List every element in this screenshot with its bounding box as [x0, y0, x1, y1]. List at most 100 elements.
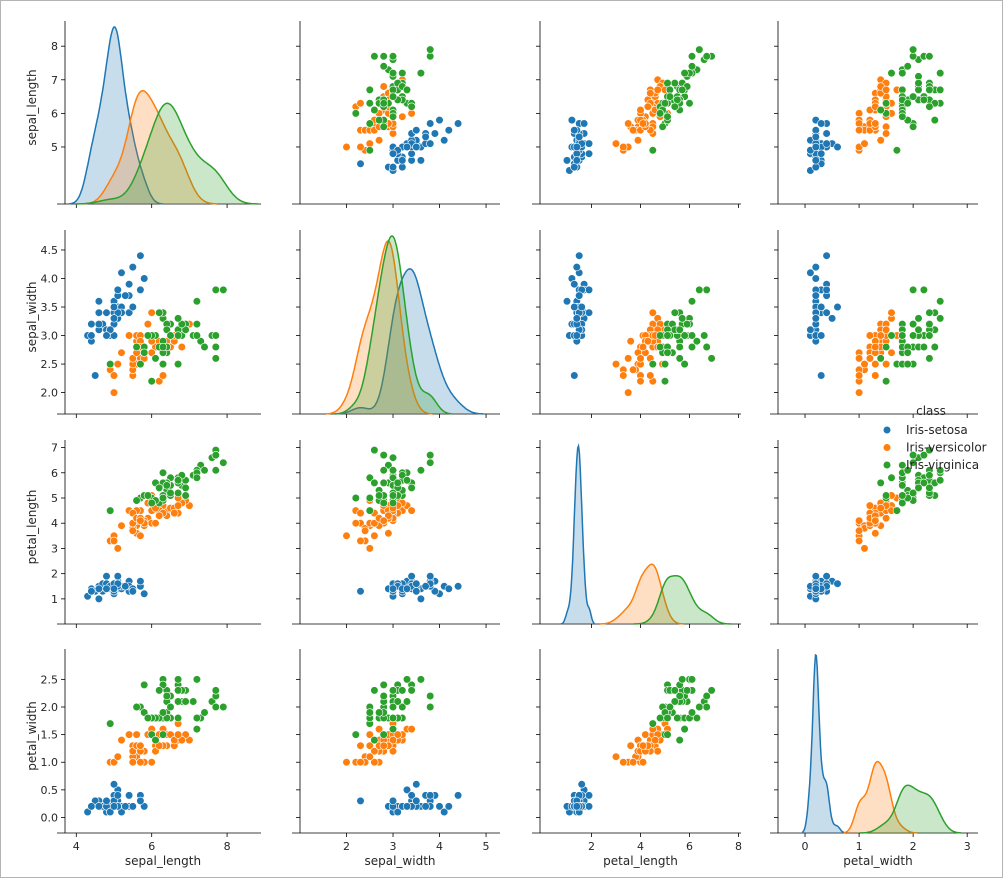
point-Iris-versicolor	[128, 758, 137, 767]
point-Iris-virginica	[370, 105, 379, 115]
point-Iris-versicolor	[619, 758, 628, 767]
point-Iris-virginica	[670, 686, 679, 695]
point-Iris-virginica	[136, 360, 145, 369]
point-Iris-virginica	[908, 320, 918, 329]
point-Iris-versicolor	[125, 730, 134, 739]
point-Iris-setosa	[817, 119, 826, 128]
point-Iris-virginica	[702, 342, 711, 352]
point-Iris-virginica	[177, 320, 186, 329]
kde-line-Iris-setosa	[801, 653, 846, 834]
point-Iris-versicolor	[147, 308, 156, 317]
point-Iris-versicolor	[356, 142, 365, 152]
y-axis-label: petal_width	[25, 701, 39, 770]
y-tick-label: 3	[51, 542, 58, 555]
point-Iris-setosa	[584, 308, 594, 317]
point-Iris-virginica	[375, 115, 384, 125]
point-Iris-versicolor	[646, 371, 655, 380]
point-Iris-setosa	[575, 251, 584, 260]
point-Iris-virginica	[702, 52, 711, 61]
point-Iris-virginica	[663, 348, 672, 357]
point-Iris-virginica	[685, 99, 694, 108]
point-Iris-virginica	[398, 702, 407, 712]
point-Iris-virginica	[416, 675, 426, 684]
point-Iris-setosa	[121, 291, 130, 300]
point-Iris-virginica	[147, 377, 156, 386]
point-Iris-virginica	[196, 337, 205, 346]
point-Iris-virginica	[680, 724, 689, 734]
point-Iris-virginica	[665, 92, 675, 101]
point-Iris-virginica	[930, 115, 939, 125]
point-Iris-versicolor	[158, 371, 168, 380]
point-Iris-virginica	[155, 483, 164, 493]
point-Iris-virginica	[379, 99, 388, 108]
point-Iris-virginica	[908, 458, 918, 467]
point-Iris-virginica	[678, 314, 687, 323]
point-Iris-virginica	[670, 78, 679, 88]
point-Iris-versicolor	[865, 331, 875, 340]
point-Iris-setosa	[117, 268, 126, 277]
point-Iris-setosa	[136, 251, 145, 260]
point-Iris-virginica	[407, 102, 416, 111]
point-Iris-virginica	[426, 451, 435, 460]
point-Iris-versicolor	[388, 747, 398, 756]
point-Iris-virginica	[365, 119, 374, 128]
point-Iris-setosa	[426, 572, 435, 581]
point-Iris-virginica	[660, 99, 670, 108]
y-tick-label: 0.0	[41, 811, 59, 824]
point-Iris-virginica	[687, 52, 697, 61]
point-Iris-versicolor	[170, 508, 179, 518]
point-Iris-versicolor	[365, 544, 374, 553]
point-Iris-setosa	[426, 119, 435, 128]
point-Iris-setosa	[117, 807, 126, 817]
point-Iris-virginica	[876, 478, 885, 488]
point-Iris-setosa	[140, 589, 149, 598]
point-Iris-setosa	[106, 325, 115, 334]
point-Iris-virginica	[407, 483, 416, 493]
point-Iris-virginica	[189, 697, 198, 706]
point-Iris-virginica	[914, 314, 923, 323]
point-Iris-virginica	[379, 62, 388, 71]
point-Iris-virginica	[914, 78, 923, 88]
point-Iris-versicolor	[342, 758, 351, 767]
point-Iris-versicolor	[384, 511, 393, 520]
point-Iris-virginica	[919, 95, 929, 104]
x-tick-label: 4	[73, 840, 80, 853]
point-Iris-virginica	[365, 146, 374, 155]
kde-fill-Iris-versicolor	[843, 761, 918, 833]
point-Iris-virginica	[132, 496, 141, 505]
point-Iris-versicolor	[155, 511, 164, 520]
point-Iris-setosa	[822, 129, 831, 138]
point-Iris-virginica	[162, 481, 171, 490]
point-Iris-versicolor	[636, 105, 645, 115]
point-Iris-versicolor	[370, 519, 379, 528]
point-Iris-setosa	[572, 142, 581, 152]
point-Iris-virginica	[914, 85, 923, 94]
point-Iris-virginica	[375, 708, 384, 717]
point-Iris-virginica	[648, 360, 657, 369]
point-Iris-virginica	[192, 320, 201, 329]
point-Iris-virginica	[398, 471, 407, 480]
x-tick-label: 4	[637, 840, 644, 853]
point-Iris-versicolor	[865, 354, 875, 363]
x-axis-label: petal_width	[843, 854, 912, 868]
point-Iris-setosa	[421, 582, 430, 591]
point-Iris-virginica	[388, 52, 398, 61]
point-Iris-setosa	[356, 796, 365, 806]
point-Iris-virginica	[426, 458, 435, 467]
point-Iris-virginica	[914, 325, 923, 334]
y-tick-label: 5	[51, 141, 58, 154]
point-Iris-virginica	[687, 297, 697, 306]
point-Iris-virginica	[388, 713, 398, 723]
point-Iris-virginica	[426, 45, 435, 54]
point-Iris-setosa	[109, 302, 119, 312]
point-Iris-versicolor	[628, 126, 638, 135]
point-Iris-versicolor	[356, 741, 365, 750]
x-axis-label: sepal_length	[125, 854, 201, 868]
point-Iris-versicolor	[356, 536, 365, 546]
point-Iris-setosa	[113, 572, 122, 581]
point-Iris-setosa	[398, 156, 407, 165]
point-Iris-setosa	[833, 302, 842, 312]
point-Iris-virginica	[426, 691, 435, 701]
y-axis-label: petal_length	[25, 490, 39, 565]
